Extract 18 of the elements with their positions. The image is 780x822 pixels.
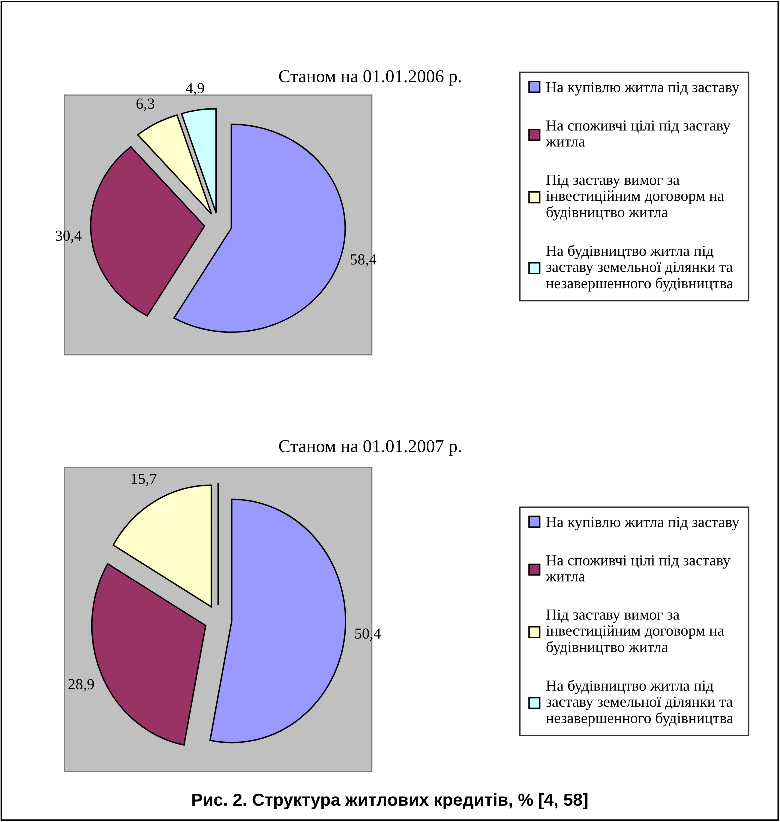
legend-label: На споживчі цілі під заставу житла: [546, 555, 731, 582]
data-label: 28,9: [68, 679, 94, 692]
data-label: 58,4: [350, 254, 377, 268]
data-label: 15,7: [132, 474, 157, 486]
data-label: 4,9: [186, 83, 204, 96]
legend-label: На купівлю житла під заставу: [546, 82, 740, 96]
legend-label: Під заставу вимог за інвестиційним договорм на будівництво житла: [546, 174, 724, 221]
legend-label: Під заставу вимог за інвестиційним договорм на будівництво житла: [546, 610, 724, 656]
data-label: 30,4: [56, 230, 82, 244]
chart-title: Станом на 01.01.2007 р.: [279, 440, 462, 456]
legend-label: На споживчі цілі під заставу житла: [546, 120, 731, 147]
legend-label: На будівництво житла під заставу земельної ділянки та незавершенного будівництва: [546, 680, 734, 727]
data-label: 6,3: [136, 98, 155, 112]
text: Рис. 2. Структура житлових кредитів, % [4, 58]: [192, 793, 588, 810]
chart-title: Станом на 01.01.2006 р.: [279, 70, 462, 86]
data-label: 50,4: [355, 628, 382, 642]
legend-label: На купівлю житла під заставу: [546, 517, 740, 531]
legend-label: На будівництво житла під заставу земельної ділянки та незавершенного будівництва: [546, 245, 734, 292]
